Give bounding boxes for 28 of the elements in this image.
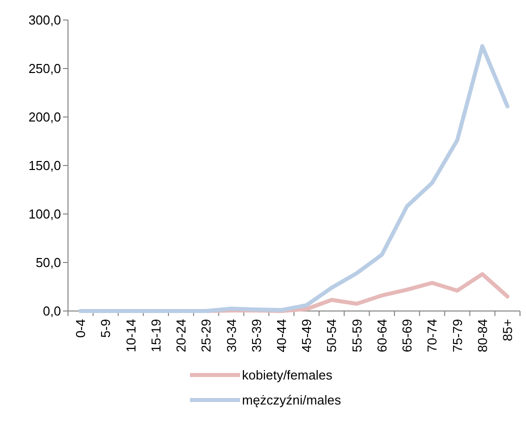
y-tick-label: 200,0: [28, 110, 61, 125]
y-tick-label: 300,0: [28, 12, 61, 28]
y-tick-label: 250,0: [28, 61, 61, 76]
x-tick-label: 85+: [500, 319, 515, 342]
legend-label: mężczyźni/males: [242, 392, 342, 408]
x-tick-label: 5-9: [98, 319, 114, 338]
x-tick-label: 65-69: [400, 319, 415, 352]
x-tick-label: 60-64: [374, 319, 390, 352]
y-tick-label: 50,0: [36, 255, 61, 270]
x-tick-label: 45-49: [299, 319, 314, 352]
x-tick-label: 70-74: [424, 319, 440, 352]
y-tick-label: 0,0: [42, 304, 61, 319]
x-tick-label: 35-39: [248, 319, 264, 352]
x-tick-label: 20-24: [174, 319, 189, 352]
x-tick-label: 40-44: [274, 319, 289, 352]
x-tick-label: 55-59: [349, 319, 364, 352]
x-tick-label: 50-54: [324, 319, 340, 352]
x-tick-label: 10-14: [123, 319, 138, 352]
x-tick-label: 15-19: [148, 319, 164, 352]
y-tick-label: 150,0: [28, 158, 61, 174]
x-tick-label: 25-29: [198, 319, 214, 352]
x-tick-label: 80-84: [474, 319, 490, 352]
x-tick-label: 75-79: [450, 319, 465, 352]
x-tick-label: 0-4: [73, 319, 88, 338]
x-tick-label: 30-34: [224, 319, 239, 352]
y-tick-label: 100,0: [28, 206, 61, 222]
legend-label: kobiety/females: [242, 368, 333, 383]
line-series: [78, 44, 510, 313]
